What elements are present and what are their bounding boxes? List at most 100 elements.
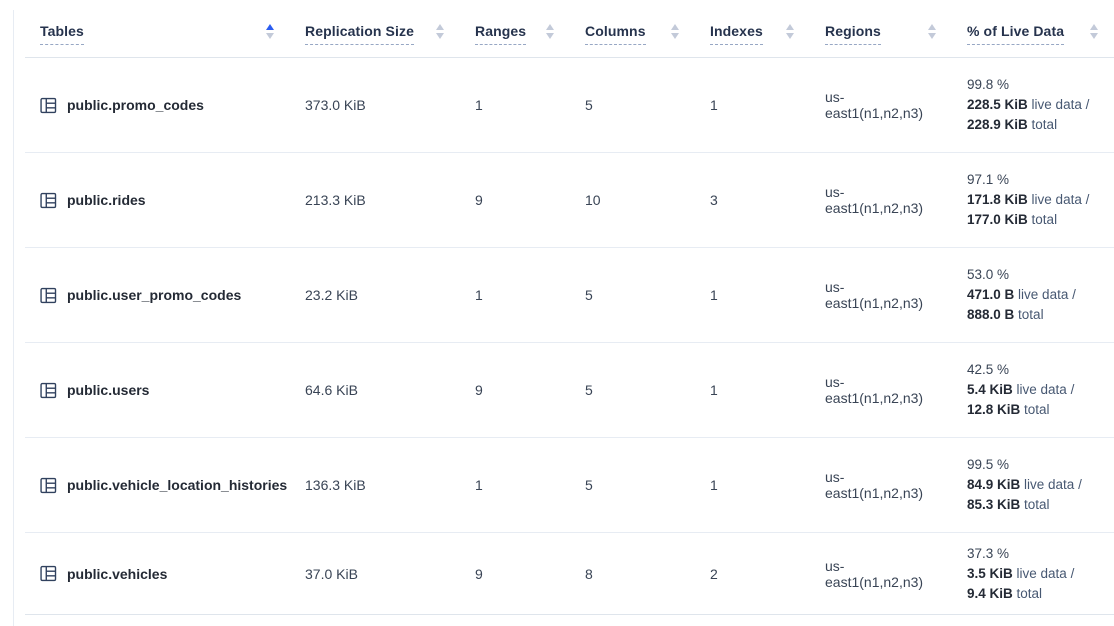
column-header-label: Ranges xyxy=(475,23,527,45)
ranges-cell: 9 xyxy=(475,565,483,582)
ranges-cell: 1 xyxy=(475,287,483,303)
replication-size-cell: 136.3 KiB xyxy=(305,477,366,493)
live-data-cell: 97.1 % 171.8 KiB live data / 177.0 KiB t… xyxy=(952,153,1114,247)
live-data-cell: 37.3 % 3.5 KiB live data / 9.4 KiB total xyxy=(952,533,1114,614)
live-data-size-line: 471.0 B live data / xyxy=(967,287,1076,302)
live-data-size-line: 171.8 KiB live data / xyxy=(967,192,1090,207)
sort-carets-icon xyxy=(266,24,274,43)
live-data-size-line: 3.5 KiB live data / xyxy=(967,565,1075,581)
table-name-link[interactable]: public.user_promo_codes xyxy=(67,287,242,303)
live-data-cell: 99.8 % 228.5 KiB live data / 228.9 KiB t… xyxy=(952,58,1114,152)
column-header-of-live-data[interactable]: % of Live Data xyxy=(952,0,1114,57)
ranges-cell: 1 xyxy=(475,477,483,493)
table-row: public.user_promo_codes 23.2 KiB 1 5 1 u… xyxy=(25,248,1114,343)
regions-cell: us-east1(n1,n2,n3) xyxy=(825,279,924,311)
table-icon xyxy=(40,565,57,582)
table-name-link[interactable]: public.rides xyxy=(67,192,146,208)
column-header-indexes[interactable]: Indexes xyxy=(695,0,810,57)
column-header-label: % of Live Data xyxy=(967,23,1065,45)
sort-carets-icon xyxy=(436,24,444,43)
regions-cell: us-east1(n1,n2,n3) xyxy=(825,557,924,590)
live-data-percent: 97.1 % xyxy=(967,172,1010,187)
header-row: Tables Replication Size Ranges Columns I… xyxy=(25,0,1114,58)
replication-size-cell: 373.0 KiB xyxy=(305,97,366,113)
live-data-percent: 99.8 % xyxy=(967,77,1010,92)
sort-asc-caret-icon xyxy=(546,24,554,30)
table-name-cell: public.vehicle_location_histories xyxy=(25,438,290,532)
live-data-percent: 42.5 % xyxy=(967,362,1010,377)
database-tables-table: Tables Replication Size Ranges Columns I… xyxy=(25,0,1114,615)
total-size-line: 85.3 KiB total xyxy=(967,497,1050,512)
live-data-size-line: 228.5 KiB live data / xyxy=(967,97,1090,112)
columns-cell: 10 xyxy=(585,192,601,208)
table-icon xyxy=(40,287,57,304)
regions-cell: us-east1(n1,n2,n3) xyxy=(825,184,924,216)
column-header-label: Indexes xyxy=(710,23,763,45)
sort-asc-caret-icon xyxy=(786,24,794,30)
total-size-line: 12.8 KiB total xyxy=(967,402,1050,417)
replication-size-cell: 37.0 KiB xyxy=(305,565,358,582)
indexes-cell: 1 xyxy=(710,477,718,493)
indexes-cell: 1 xyxy=(710,287,718,303)
regions-cell: us-east1(n1,n2,n3) xyxy=(825,469,924,501)
table-row: public.vehicle_location_histories 136.3 … xyxy=(25,438,1114,533)
sort-asc-caret-icon xyxy=(1090,24,1098,30)
table-name-cell: public.user_promo_codes xyxy=(25,248,290,342)
sort-asc-caret-icon xyxy=(928,24,936,30)
sort-carets-icon xyxy=(671,24,679,43)
live-data-cell: 99.5 % 84.9 KiB live data / 85.3 KiB tot… xyxy=(952,438,1114,532)
regions-cell: us-east1(n1,n2,n3) xyxy=(825,374,924,406)
sort-carets-icon xyxy=(546,24,554,43)
sort-desc-caret-icon xyxy=(1090,33,1098,39)
ranges-cell: 1 xyxy=(475,97,483,113)
sort-carets-icon xyxy=(928,24,936,43)
column-header-label: Replication Size xyxy=(305,23,414,45)
live-data-percent: 53.0 % xyxy=(967,267,1010,282)
sort-asc-caret-icon xyxy=(671,24,679,30)
columns-cell: 5 xyxy=(585,97,593,113)
sort-carets-icon xyxy=(1090,24,1098,43)
table-icon xyxy=(40,192,57,209)
live-data-cell: 53.0 % 471.0 B live data / 888.0 B total xyxy=(952,248,1114,342)
table-name-link[interactable]: public.vehicle_location_histories xyxy=(67,477,288,493)
table-row: public.rides 213.3 KiB 9 10 3 us-east1(n… xyxy=(25,153,1114,248)
table-icon xyxy=(40,477,57,494)
sort-desc-caret-icon xyxy=(786,33,794,39)
column-header-label: Tables xyxy=(40,23,84,45)
indexes-cell: 3 xyxy=(710,192,718,208)
column-header-tables[interactable]: Tables xyxy=(25,0,290,57)
live-data-size-line: 84.9 KiB live data / xyxy=(967,477,1082,492)
columns-cell: 5 xyxy=(585,287,593,303)
sort-desc-caret-icon xyxy=(546,33,554,39)
column-header-columns[interactable]: Columns xyxy=(570,0,695,57)
table-icon xyxy=(40,382,57,399)
table-name-link[interactable]: public.promo_codes xyxy=(67,97,204,113)
columns-cell: 5 xyxy=(585,477,593,493)
table-name-cell: public.users xyxy=(25,343,290,437)
regions-cell: us-east1(n1,n2,n3) xyxy=(825,89,924,121)
total-size-line: 888.0 B total xyxy=(967,307,1044,322)
ranges-cell: 9 xyxy=(475,382,483,398)
column-header-regions[interactable]: Regions xyxy=(810,0,952,57)
sort-asc-caret-icon xyxy=(266,24,274,30)
columns-cell: 8 xyxy=(585,565,593,582)
sort-carets-icon xyxy=(786,24,794,43)
sort-asc-caret-icon xyxy=(436,24,444,30)
table-name-cell: public.promo_codes xyxy=(25,58,290,152)
table-name-cell: public.vehicles xyxy=(25,533,290,614)
ranges-cell: 9 xyxy=(475,192,483,208)
table-icon xyxy=(40,97,57,114)
live-data-percent: 99.5 % xyxy=(967,457,1010,472)
sort-desc-caret-icon xyxy=(671,33,679,39)
sort-desc-caret-icon xyxy=(266,33,274,39)
sort-desc-caret-icon xyxy=(436,33,444,39)
table-name-cell: public.rides xyxy=(25,153,290,247)
live-data-size-line: 5.4 KiB live data / xyxy=(967,382,1075,397)
table-row: public.vehicles 37.0 KiB 9 8 2 us-east1(… xyxy=(25,533,1114,615)
panel-left-border xyxy=(13,10,14,626)
column-header-ranges[interactable]: Ranges xyxy=(460,0,570,57)
column-header-replication-size[interactable]: Replication Size xyxy=(290,0,460,57)
table-row: public.users 64.6 KiB 9 5 1 us-east1(n1,… xyxy=(25,343,1114,438)
table-name-link[interactable]: public.vehicles xyxy=(67,565,168,582)
table-name-link[interactable]: public.users xyxy=(67,382,150,398)
